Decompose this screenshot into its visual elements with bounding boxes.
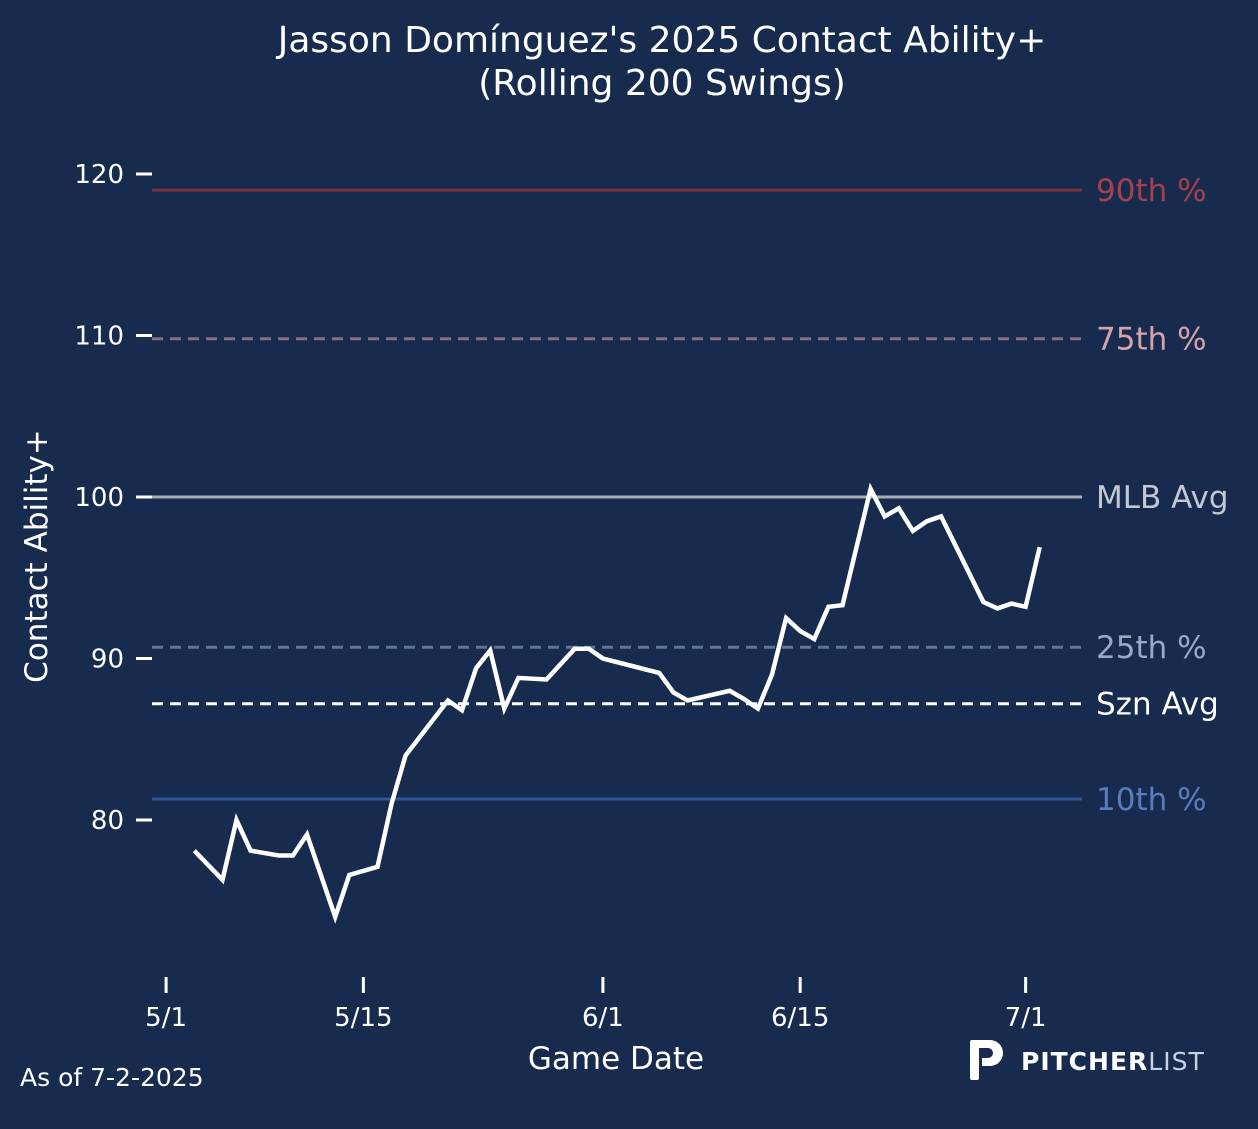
x-tick-label-2: 6/1 — [582, 1003, 624, 1033]
reference-label-5: 10th % — [1096, 782, 1207, 818]
pitcherlist-wordmark: PITCHERLIST — [1021, 1047, 1205, 1076]
brand-bold: PITCHER — [1021, 1047, 1148, 1076]
pitcherlist-logo: PITCHERLIST — [970, 1040, 1205, 1080]
reference-label-3: 25th % — [1096, 630, 1207, 666]
y-tick-label-80: 80 — [91, 806, 124, 836]
y-axis: 80 90 100 110 120 — [74, 160, 152, 836]
x-tick-label-1: 5/15 — [334, 1003, 392, 1033]
reference-label-0: 90th % — [1096, 173, 1207, 209]
x-tick-label-0: 5/1 — [145, 1003, 187, 1033]
pitcherlist-p-logo-icon — [970, 1040, 1003, 1080]
brand-light: LIST — [1148, 1047, 1204, 1076]
chart-title: Jasson Domínguez's 2025 Contact Ability+ — [276, 20, 1047, 61]
series-layer — [192, 482, 1042, 924]
chart-subtitle: (Rolling 200 Swings) — [478, 63, 846, 104]
x-axis-title: Game Date — [528, 1041, 704, 1077]
x-tick-label-4: 7/1 — [1005, 1003, 1047, 1033]
y-tick-label-110: 110 — [74, 322, 124, 352]
series-line-0 — [192, 482, 1042, 924]
x-axis: 5/1 5/15 6/1 6/15 7/1 — [145, 977, 1047, 1033]
reference-label-2: MLB Avg — [1096, 480, 1229, 516]
x-tick-label-3: 6/15 — [771, 1003, 829, 1033]
y-tick-label-100: 100 — [74, 483, 124, 513]
reference-label-1: 75th % — [1096, 322, 1207, 358]
y-tick-label-120: 120 — [74, 160, 124, 190]
y-tick-label-90: 90 — [91, 645, 124, 675]
reference-lines: 90th % 75th % MLB Avg 25th % Szn Avg 10th % — [152, 173, 1229, 818]
as-of-note: As of 7-2-2025 — [20, 1063, 204, 1092]
reference-label-4: Szn Avg — [1096, 687, 1219, 723]
y-axis-title: Contact Ability+ — [19, 429, 55, 683]
